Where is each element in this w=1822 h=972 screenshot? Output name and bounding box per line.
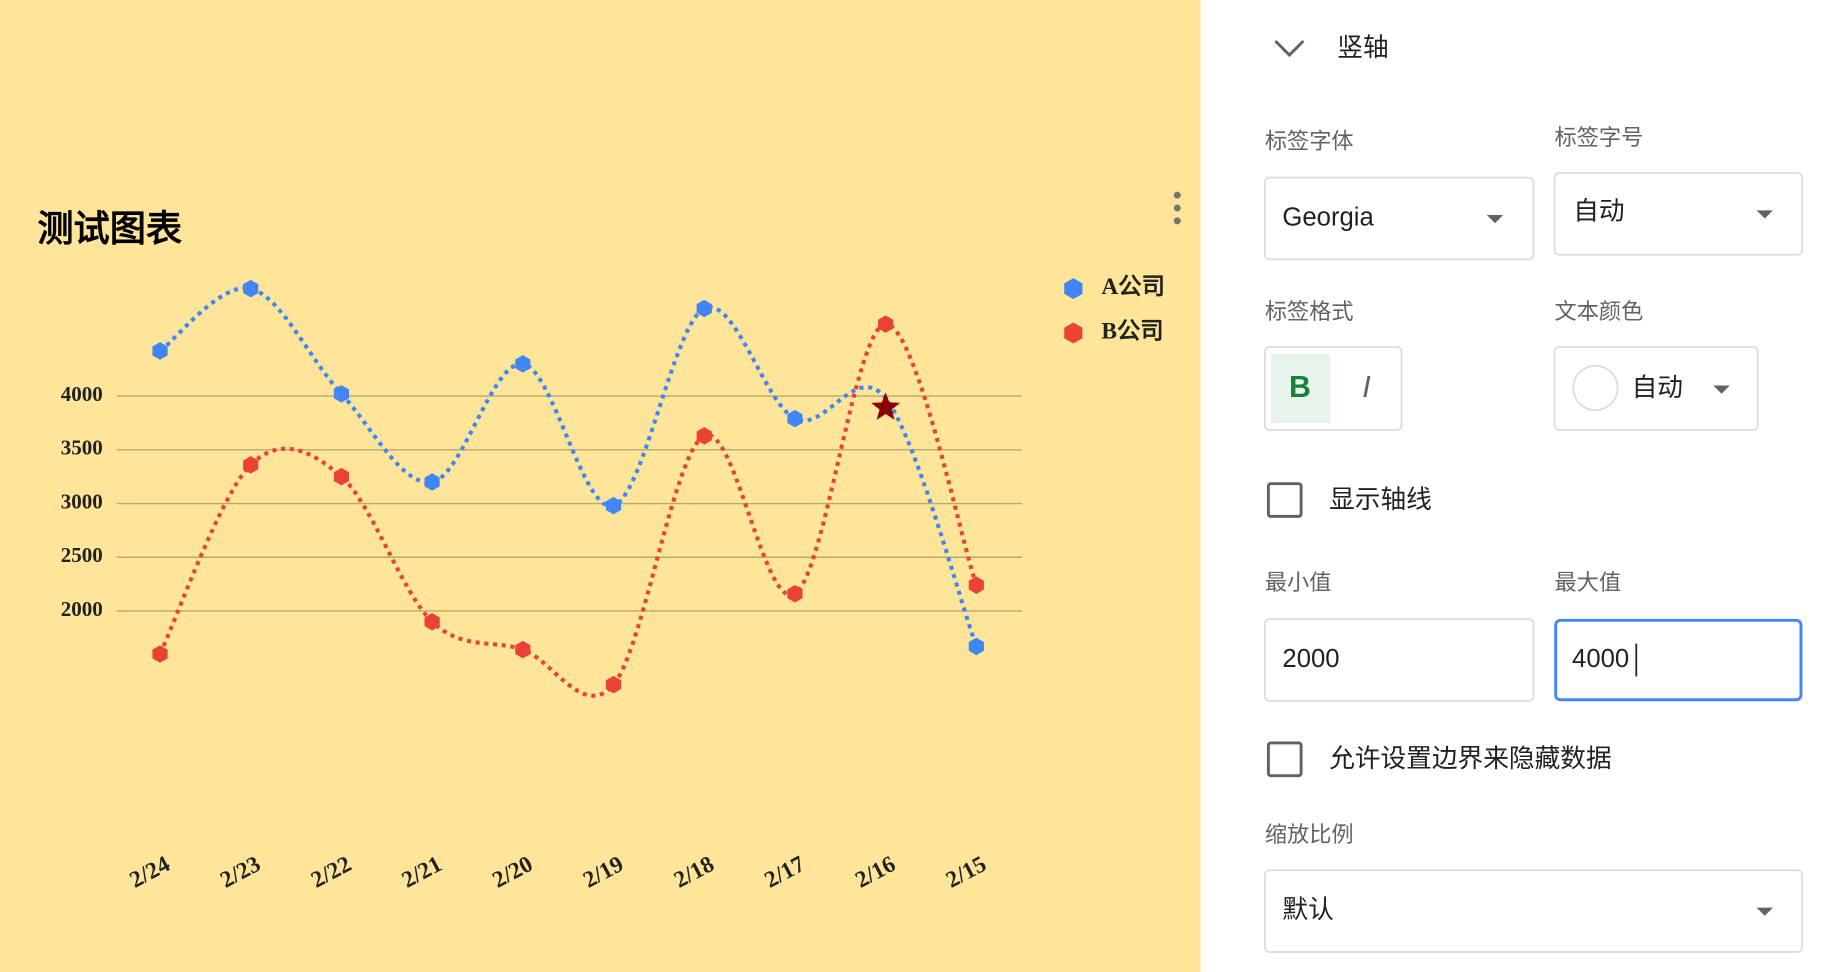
y-tick-label: 3500 <box>61 436 103 460</box>
scale-select[interactable] <box>1264 869 1804 953</box>
point <box>243 456 259 474</box>
legend-label: B公司 <box>1101 318 1163 344</box>
point <box>605 675 622 694</box>
point <box>424 612 440 631</box>
input-value: 4000 <box>1572 645 1629 673</box>
italic-button[interactable]: I <box>1362 371 1371 404</box>
checkbox[interactable] <box>1266 482 1303 518</box>
field-label: 缩放比例 <box>1265 822 1354 847</box>
collapse-chevron[interactable] <box>1274 39 1305 58</box>
point <box>333 385 350 403</box>
series-line <box>158 322 979 698</box>
dropdown-arrow <box>1756 907 1773 916</box>
point <box>787 409 803 428</box>
point <box>605 496 622 515</box>
legend-marker <box>1064 278 1083 300</box>
color-swatch <box>1572 364 1619 411</box>
point <box>878 315 894 333</box>
section-title: 竖轴 <box>1337 33 1388 62</box>
point <box>968 637 984 656</box>
checkbox-label: 显示轴线 <box>1329 485 1432 514</box>
input-value: 2000 <box>1282 645 1339 673</box>
dropdown-arrow <box>1486 215 1504 224</box>
point <box>152 342 168 360</box>
field-label: 文本颜色 <box>1555 299 1644 324</box>
field-label: 标签格式 <box>1265 299 1354 324</box>
legend-label: A公司 <box>1101 274 1165 300</box>
chart-title: 测试图表 <box>37 208 183 249</box>
side-panel <box>1200 0 1822 972</box>
chart-background <box>0 0 1201 972</box>
max-input[interactable] <box>1554 618 1803 702</box>
field-label: 最小值 <box>1265 570 1332 595</box>
legend-marker <box>1064 322 1083 344</box>
field-label: 最大值 <box>1555 570 1622 595</box>
select-value: Georgia <box>1282 203 1374 231</box>
field-label: 标签字号 <box>1555 125 1644 150</box>
field-label: 标签字体 <box>1265 128 1354 153</box>
point <box>696 299 712 318</box>
point <box>152 645 168 663</box>
dropdown-arrow <box>1713 385 1730 394</box>
point <box>787 585 803 603</box>
select-value: 自动 <box>1632 373 1683 402</box>
point <box>243 279 259 298</box>
point <box>696 427 712 445</box>
select-value: 自动 <box>1573 196 1624 225</box>
dropdown-arrow <box>1756 210 1773 219</box>
font-select[interactable] <box>1264 176 1535 261</box>
select-value: 默认 <box>1282 895 1333 924</box>
point <box>515 640 531 659</box>
bold-icon: B <box>1289 371 1311 404</box>
y-tick-label: 3000 <box>61 489 103 513</box>
point <box>968 576 984 594</box>
bold-button[interactable] <box>1270 354 1331 423</box>
point <box>333 467 350 486</box>
highlight-point <box>871 392 901 420</box>
y-tick-label: 4000 <box>61 382 103 406</box>
y-tick-label: 2000 <box>61 597 103 621</box>
y-tick-label: 2500 <box>61 543 103 567</box>
chart-menu[interactable] <box>1173 191 1181 225</box>
point <box>424 473 440 491</box>
min-input[interactable] <box>1264 618 1535 702</box>
point <box>515 355 531 373</box>
checkbox[interactable] <box>1266 741 1303 778</box>
checkbox-label: 允许设置边界来隐藏数据 <box>1329 744 1612 773</box>
size-select[interactable] <box>1553 172 1804 256</box>
